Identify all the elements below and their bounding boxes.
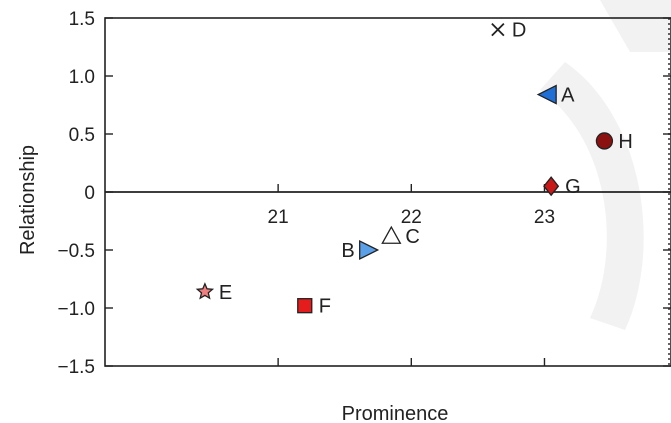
data-points: A B C D E F G H [195,20,633,318]
point-c-label: C [405,226,419,248]
x-tick-label: 22 [401,207,422,228]
y-tick-label: 1.5 [69,9,95,30]
x-axis-ticks: 21 22 23 [268,184,555,366]
watermark [540,0,671,330]
point-a-label: A [561,85,575,107]
y-tick-label: 1.0 [69,67,95,88]
point-f-marker [297,298,313,314]
y-tick-label: 0 [84,183,95,204]
y-tick-label: −1.0 [57,299,95,320]
y-tick-label: −0.5 [57,241,95,262]
x-tick-label: 21 [268,207,289,228]
point-a-marker [536,84,557,105]
point-g-label: G [565,176,581,198]
y-axis-title: Relationship [17,145,39,255]
x-axis-title: Prominence [342,403,449,423]
point-b-marker [359,239,380,261]
point-e-marker [195,282,215,300]
y-tick-label: 0.5 [69,125,95,146]
point-h-marker [595,132,614,150]
point-b-label: B [341,240,354,262]
point-g-marker [543,176,560,197]
point-h-label: H [618,131,632,153]
y-tick-label: −1.5 [57,357,95,378]
point-e-label: E [219,282,232,304]
point-f-label: F [319,296,331,318]
point-c-marker [381,225,402,244]
point-d-label: D [512,20,526,42]
point-d-marker [491,22,505,37]
x-tick-label: 23 [534,207,555,228]
